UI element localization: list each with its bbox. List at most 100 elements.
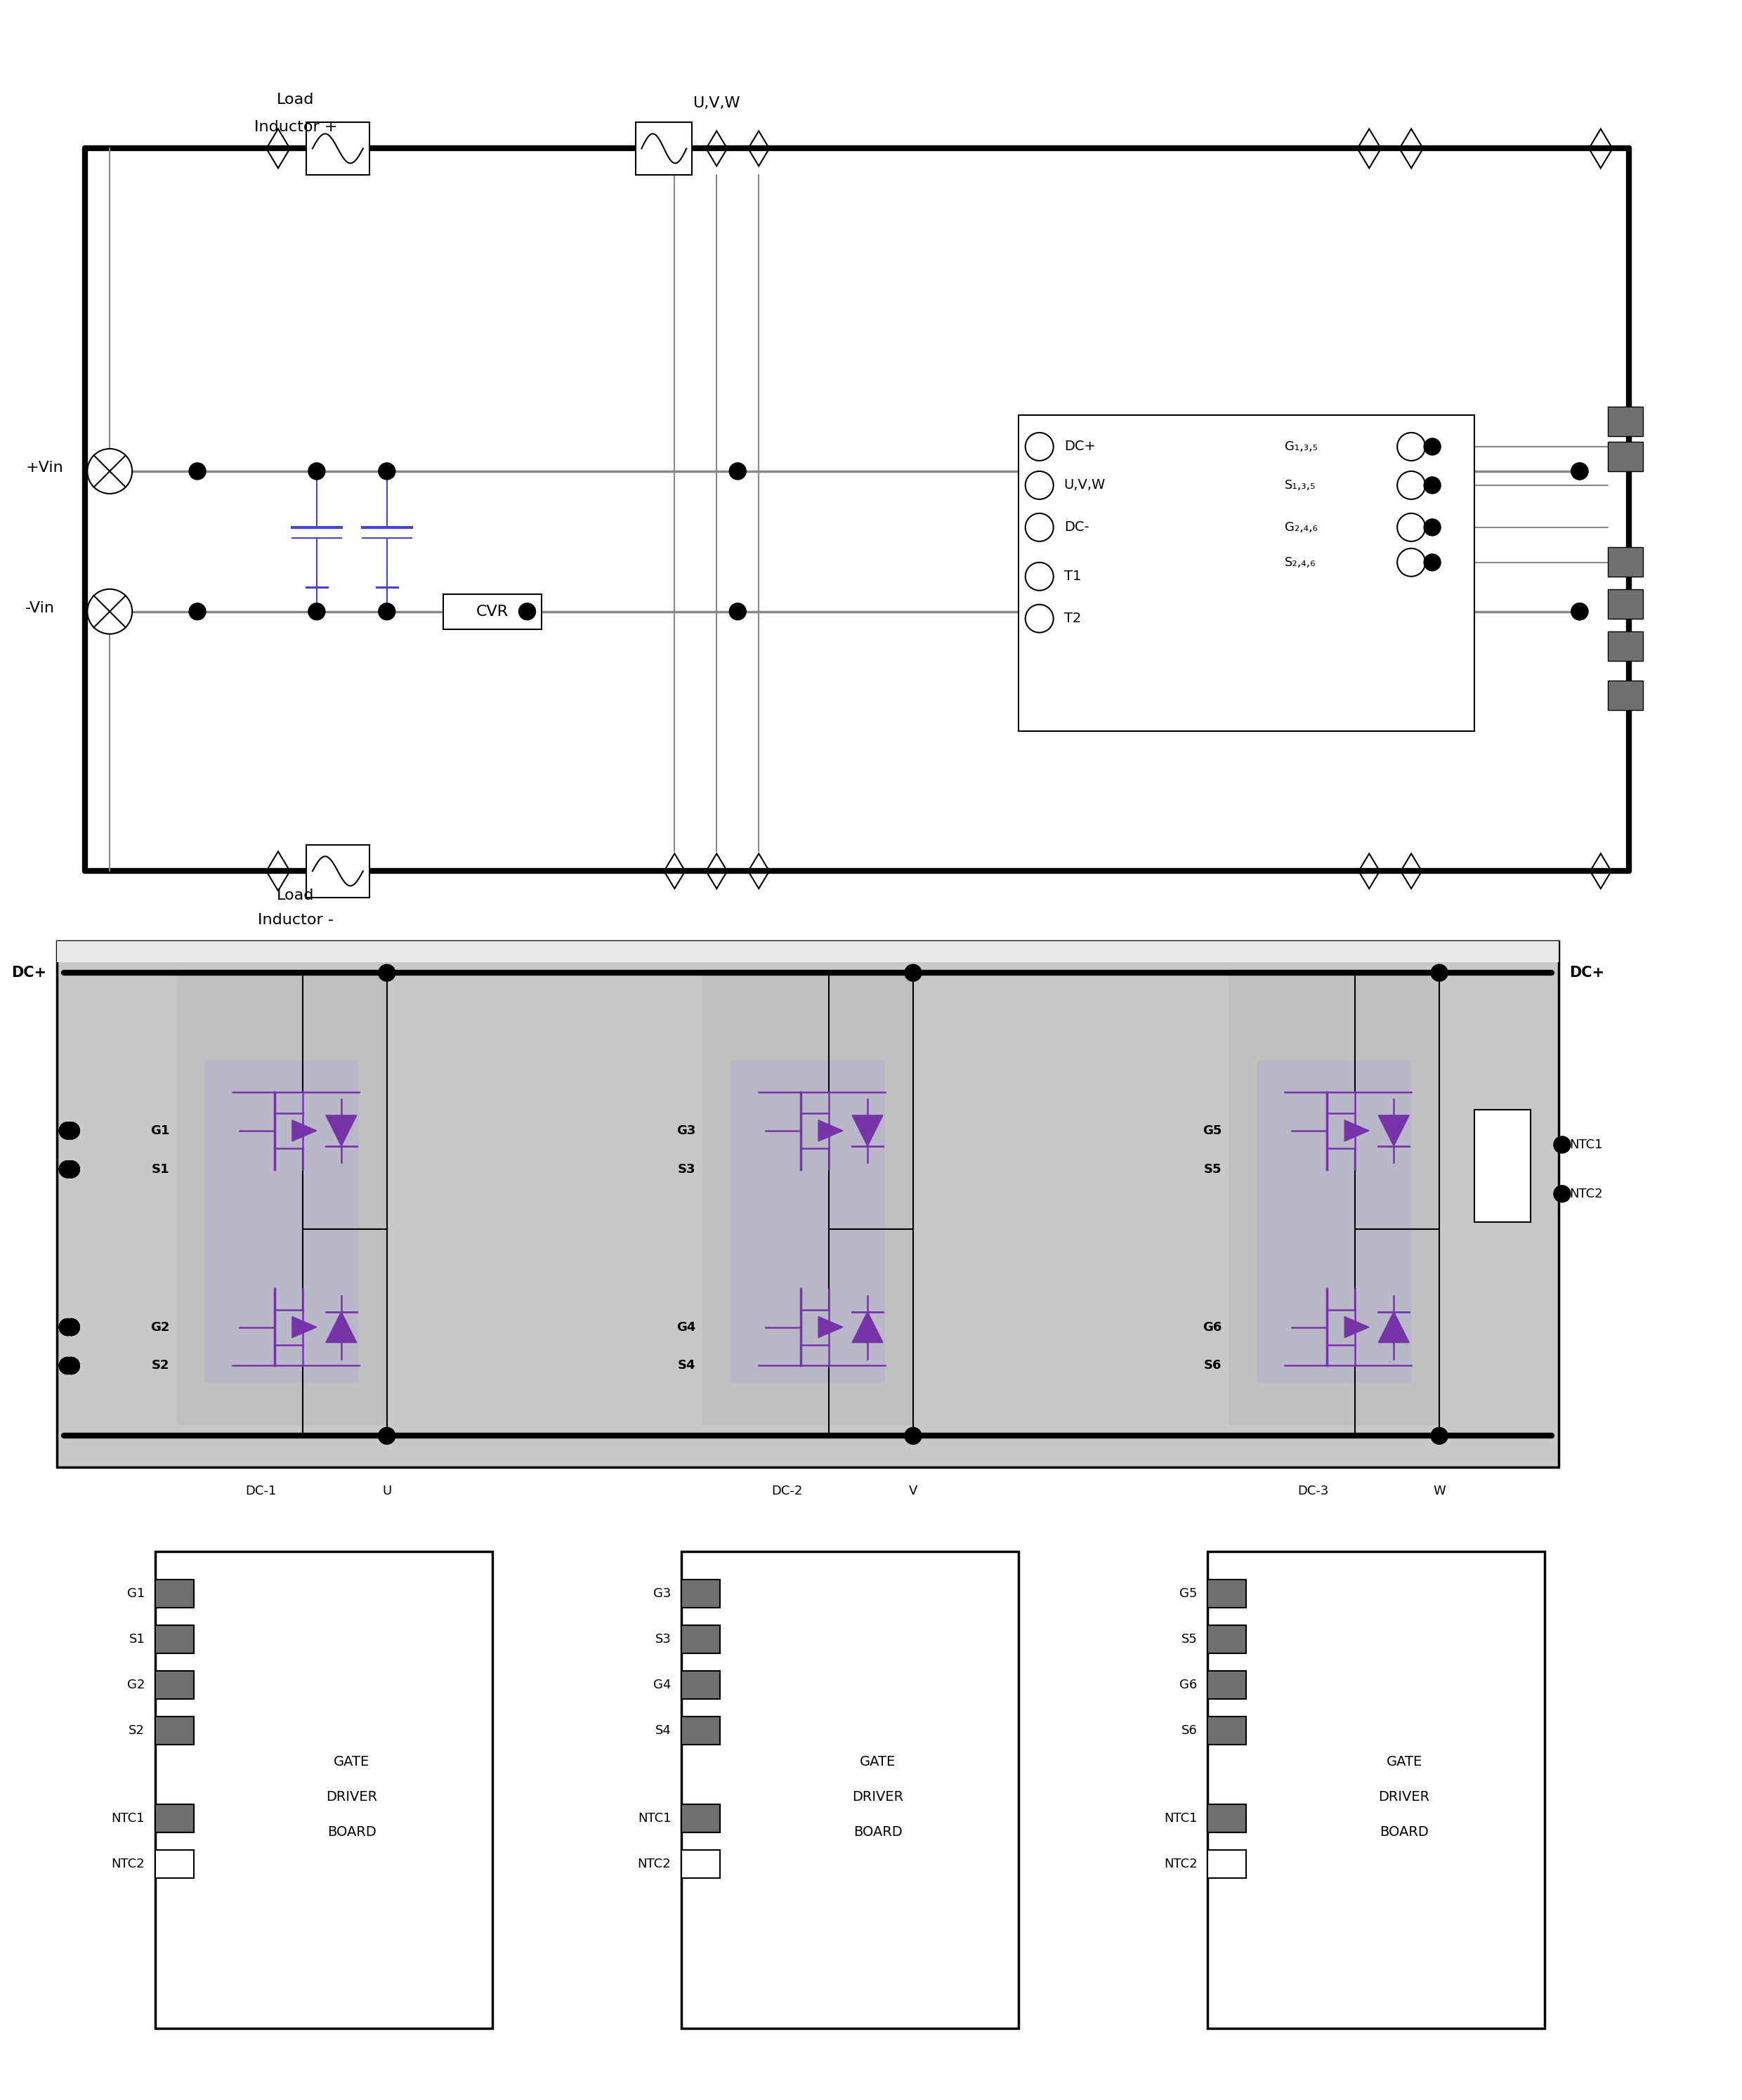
- Polygon shape: [1378, 1312, 1409, 1342]
- Text: G₁,₃,₅: G₁,₃,₅: [1286, 441, 1319, 454]
- Circle shape: [519, 603, 535, 620]
- Circle shape: [1571, 462, 1589, 479]
- Text: S2: S2: [152, 1359, 169, 1371]
- Circle shape: [378, 462, 395, 479]
- Text: S6: S6: [1181, 1724, 1197, 1737]
- Text: BOARD: BOARD: [327, 1825, 376, 1840]
- Circle shape: [1571, 462, 1589, 479]
- Bar: [681, 1552, 1019, 2029]
- Bar: [1608, 441, 1643, 470]
- Bar: [155, 1579, 193, 1609]
- Circle shape: [1571, 603, 1589, 620]
- Polygon shape: [293, 1317, 317, 1338]
- Polygon shape: [819, 1119, 843, 1140]
- Bar: [681, 1625, 719, 1653]
- Bar: [155, 1850, 193, 1877]
- Text: DC-1: DC-1: [246, 1485, 277, 1497]
- Text: BOARD: BOARD: [854, 1825, 902, 1840]
- Text: Load: Load: [277, 92, 314, 107]
- Text: DC-3: DC-3: [1298, 1485, 1329, 1497]
- Text: T1: T1: [1064, 569, 1082, 584]
- Bar: [702, 970, 913, 1426]
- Bar: [681, 1804, 719, 1831]
- Text: NTC2: NTC2: [1164, 1858, 1197, 1871]
- Circle shape: [63, 1121, 80, 1138]
- Bar: [1608, 590, 1643, 620]
- Polygon shape: [1345, 1317, 1369, 1338]
- Text: GATE: GATE: [1387, 1756, 1421, 1768]
- Circle shape: [63, 1357, 80, 1373]
- Text: Load: Load: [277, 888, 314, 903]
- Bar: [1207, 1850, 1246, 1877]
- Bar: [1474, 1109, 1531, 1222]
- Bar: [1608, 407, 1643, 437]
- Bar: [1207, 1804, 1246, 1831]
- Text: BOARD: BOARD: [1380, 1825, 1428, 1840]
- Bar: [1207, 1804, 1246, 1831]
- Text: S5: S5: [1204, 1163, 1221, 1176]
- Circle shape: [63, 1357, 80, 1373]
- Text: G1: G1: [150, 1124, 169, 1136]
- Circle shape: [378, 1428, 395, 1445]
- Text: G3: G3: [676, 1124, 695, 1136]
- Circle shape: [730, 603, 746, 620]
- Text: DRIVER: DRIVER: [852, 1791, 904, 1804]
- Text: S3: S3: [655, 1634, 671, 1646]
- Circle shape: [1430, 1428, 1448, 1445]
- Bar: [57, 941, 1559, 962]
- Circle shape: [904, 964, 922, 981]
- Circle shape: [59, 1319, 77, 1336]
- Bar: [155, 1672, 193, 1699]
- Circle shape: [59, 1161, 77, 1178]
- Bar: [1207, 1672, 1246, 1699]
- Circle shape: [59, 1357, 77, 1373]
- Circle shape: [1423, 477, 1441, 493]
- Text: G6: G6: [1202, 1321, 1221, 1334]
- Text: S6: S6: [1204, 1359, 1221, 1371]
- Bar: [681, 1672, 719, 1699]
- Text: DC+: DC+: [1570, 966, 1604, 981]
- Bar: [636, 122, 692, 174]
- Text: S1: S1: [152, 1163, 169, 1176]
- Text: S5: S5: [1181, 1634, 1197, 1646]
- Circle shape: [59, 1121, 77, 1138]
- Text: -Vin: -Vin: [26, 601, 56, 615]
- Text: U,V,W: U,V,W: [693, 97, 740, 109]
- Circle shape: [63, 1121, 80, 1138]
- Circle shape: [730, 462, 746, 479]
- Bar: [307, 122, 369, 174]
- Bar: [155, 1552, 493, 2029]
- Circle shape: [59, 1357, 77, 1373]
- Circle shape: [63, 1121, 80, 1138]
- Text: NTC1: NTC1: [1570, 1138, 1603, 1151]
- Circle shape: [1554, 1136, 1571, 1153]
- Text: G1: G1: [127, 1588, 145, 1600]
- Circle shape: [1571, 603, 1589, 620]
- Text: NTC2: NTC2: [1570, 1186, 1603, 1199]
- Circle shape: [59, 1319, 77, 1336]
- Text: Inductor -: Inductor -: [258, 914, 333, 928]
- Bar: [155, 1804, 193, 1831]
- Text: NTC2: NTC2: [111, 1858, 145, 1871]
- Text: G6: G6: [1179, 1678, 1197, 1691]
- Text: G₂,₄,₆: G₂,₄,₆: [1286, 521, 1319, 533]
- Circle shape: [378, 603, 395, 620]
- Circle shape: [59, 1319, 77, 1336]
- Text: CVR: CVR: [476, 605, 509, 620]
- Text: DRIVER: DRIVER: [1378, 1791, 1430, 1804]
- Bar: [1207, 1579, 1246, 1609]
- Text: U: U: [381, 1485, 392, 1497]
- Polygon shape: [852, 1312, 883, 1342]
- Text: NTC1: NTC1: [1164, 1812, 1197, 1825]
- Bar: [1608, 680, 1643, 710]
- Bar: [155, 1625, 193, 1653]
- Text: G5: G5: [1202, 1124, 1221, 1136]
- Text: Inductor +: Inductor +: [254, 120, 338, 134]
- Text: S2: S2: [129, 1724, 145, 1737]
- Text: V: V: [909, 1485, 918, 1497]
- Circle shape: [63, 1161, 80, 1178]
- Bar: [442, 594, 542, 630]
- Text: S1: S1: [129, 1634, 145, 1646]
- Bar: [155, 1804, 193, 1831]
- Text: S₂,₄,₆: S₂,₄,₆: [1286, 556, 1317, 569]
